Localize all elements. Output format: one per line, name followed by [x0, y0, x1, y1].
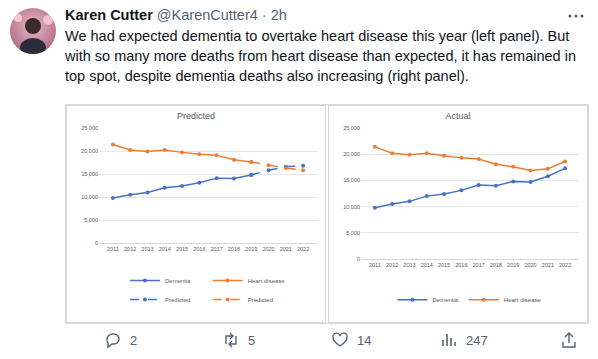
svg-text:2019: 2019 [245, 246, 257, 252]
svg-text:2020: 2020 [262, 246, 274, 252]
svg-text:2012: 2012 [386, 262, 398, 268]
svg-text:Heart disease: Heart disease [248, 278, 286, 284]
svg-text:Predicted: Predicted [248, 297, 273, 303]
svg-text:Actual: Actual [445, 111, 470, 121]
svg-text:Dementia: Dementia [433, 297, 459, 303]
svg-text:2016: 2016 [193, 246, 205, 252]
html-text:14: 14 [357, 332, 372, 348]
html-text:5: 5 [248, 332, 256, 348]
svg-text:5,000: 5,000 [84, 217, 98, 223]
svg-text:20,000: 20,000 [81, 148, 98, 154]
html-text:247: 247 [466, 332, 488, 348]
svg-text:15,000: 15,000 [343, 177, 360, 183]
svg-text:2017: 2017 [211, 246, 223, 252]
html-text:We had expected dementia to ov: We had expected dementia to overtake hea… [65, 28, 576, 84]
svg-text:2021: 2021 [280, 246, 292, 252]
svg-text:20,000: 20,000 [343, 151, 360, 157]
svg-text:2015: 2015 [176, 246, 188, 252]
svg-text:2017: 2017 [473, 262, 485, 268]
svg-text:2012: 2012 [124, 246, 136, 252]
svg-text:Dementia: Dementia [165, 278, 191, 284]
svg-text:2022: 2022 [559, 262, 571, 268]
html-text:2: 2 [130, 332, 138, 348]
svg-text:2020: 2020 [524, 262, 536, 268]
svg-text:2016: 2016 [455, 262, 467, 268]
svg-text:25,000: 25,000 [343, 125, 360, 131]
svg-text:2018: 2018 [490, 262, 502, 268]
svg-text:2011: 2011 [107, 246, 119, 252]
svg-text:25,000: 25,000 [81, 125, 98, 131]
svg-text:2014: 2014 [421, 262, 433, 268]
svg-text:2021: 2021 [542, 262, 554, 268]
svg-text:5,000: 5,000 [346, 230, 360, 236]
svg-text:10,000: 10,000 [343, 204, 360, 210]
svg-text:15,000: 15,000 [81, 171, 98, 177]
html-text:Karen Cutter @KarenCutter4 · 2: Karen Cutter @KarenCutter4 · 2h [65, 7, 287, 23]
svg-text:2011: 2011 [369, 262, 381, 268]
svg-text:2013: 2013 [141, 246, 153, 252]
svg-text:2018: 2018 [228, 246, 240, 252]
svg-text:2015: 2015 [438, 262, 450, 268]
svg-text:2019: 2019 [507, 262, 519, 268]
svg-text:Heart disease: Heart disease [504, 297, 542, 303]
svg-text:2022: 2022 [297, 246, 309, 252]
svg-text:10,000: 10,000 [81, 194, 98, 200]
svg-text:Predicted: Predicted [177, 111, 215, 121]
svg-text:2014: 2014 [159, 246, 171, 252]
svg-text:Predicted: Predicted [165, 297, 190, 303]
svg-text:0: 0 [357, 256, 360, 262]
svg-text:2013: 2013 [403, 262, 415, 268]
svg-text:0: 0 [95, 240, 98, 246]
